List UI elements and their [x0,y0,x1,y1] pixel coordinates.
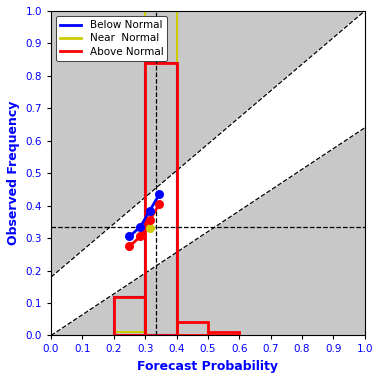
Polygon shape [51,11,365,336]
Bar [177,323,208,336]
Point [147,217,153,223]
X-axis label: Forecast Probability: Forecast Probability [138,360,279,373]
Point [127,243,133,249]
Point [127,233,133,239]
Point [138,233,144,239]
Point [138,224,144,230]
Point [156,191,162,197]
Bar [114,296,145,336]
Legend: Below Normal, Near  Normal, Above Normal: Below Normal, Near Normal, Above Normal [56,16,168,61]
Point [147,207,153,214]
Bar [114,332,145,336]
Point [156,201,162,207]
Bar [145,11,177,336]
Bar [114,296,145,336]
Y-axis label: Observed Frequency: Observed Frequency [7,101,20,245]
Bar [208,332,239,336]
Bar [145,63,177,336]
Bar [145,63,177,336]
Point [147,225,153,231]
